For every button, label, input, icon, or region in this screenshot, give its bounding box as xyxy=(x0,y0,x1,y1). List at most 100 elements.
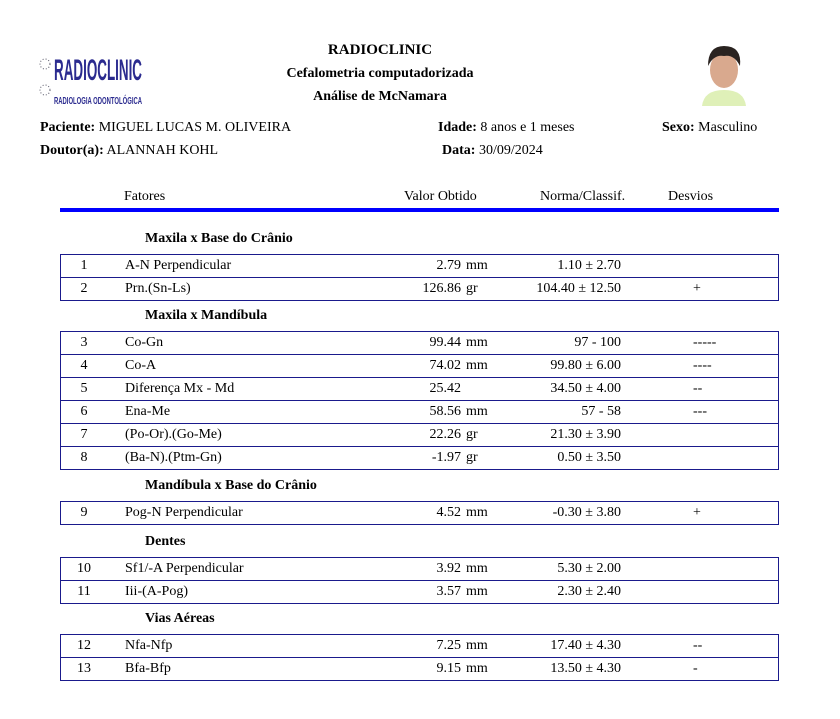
header-divider xyxy=(60,208,779,212)
deviation: --- xyxy=(693,404,707,419)
obtained-value: 3.57 xyxy=(436,584,462,599)
norm-value: 104.40 ± 12.50 xyxy=(536,281,621,296)
norm-value: 97 - 100 xyxy=(574,335,621,350)
value-unit: mm xyxy=(466,258,488,273)
value-unit: gr xyxy=(466,450,478,465)
factor-name: Bfa-Bfp xyxy=(125,661,171,676)
deviation: ----- xyxy=(693,335,717,350)
factor-name: (Po-Or).(Go-Me) xyxy=(125,427,222,442)
deviation: -- xyxy=(693,381,703,396)
deviation: -- xyxy=(693,638,703,653)
value-unit: mm xyxy=(466,661,488,676)
row-number: 12 xyxy=(77,638,91,653)
factor-name: A-N Perpendicular xyxy=(125,258,232,273)
norm-value: 99.80 ± 6.00 xyxy=(550,358,621,373)
section-group: 1 A-N Perpendicular 2.79 mm 1.10 ± 2.70 2 Prn.… xyxy=(60,254,779,301)
row-number: 9 xyxy=(80,505,88,520)
section-title: Dentes xyxy=(145,534,186,549)
row-number: 3 xyxy=(80,335,88,350)
table-row: 1 A-N Perpendicular 2.79 mm 1.10 ± 2.70 xyxy=(61,255,778,277)
report-subtitle: Cefalometria computadorizada xyxy=(286,66,474,81)
svg-text:RADIOLOGIA ODONTOLÓGICA: RADIOLOGIA ODONTOLÓGICA xyxy=(54,94,142,107)
norm-value: 34.50 ± 4.00 xyxy=(550,381,621,396)
row-number: 8 xyxy=(80,450,88,465)
value-unit: mm xyxy=(466,638,488,653)
factor-name: Nfa-Nfp xyxy=(125,638,173,653)
obtained-value: 4.52 xyxy=(436,505,462,520)
table-row: 11 Iii-(A-Pog) 3.57 mm 2.30 ± 2.40 xyxy=(61,580,778,603)
factor-name: Ena-Me xyxy=(125,404,171,419)
table-row: 10 Sf1/-A Perpendicular 3.92 mm 5.30 ± 2.00 xyxy=(61,558,778,580)
section-title: Maxila x Mandíbula xyxy=(145,308,268,323)
row-number: 11 xyxy=(77,584,91,599)
table-row: 7 (Po-Or).(Go-Me) 22.26 gr 21.30 ± 3.90 xyxy=(61,423,778,446)
factor-name: Prn.(Sn-Ls) xyxy=(125,281,191,296)
value-unit: gr xyxy=(466,427,478,442)
obtained-value: 58.56 xyxy=(429,404,462,419)
value-unit: gr xyxy=(466,281,478,296)
norm-value: 1.10 ± 2.70 xyxy=(557,258,621,273)
table-row: 12 Nfa-Nfp 7.25 mm 17.40 ± 4.30 -- xyxy=(61,635,778,657)
section-title: Vias Aéreas xyxy=(145,611,215,626)
deviation: + xyxy=(693,505,701,520)
deviation: + xyxy=(693,281,701,296)
table-row: 9 Pog-N Perpendicular 4.52 mm -0.30 ± 3.80 + xyxy=(61,502,778,524)
obtained-value: -1.97 xyxy=(431,450,461,465)
factor-name: Co-Gn xyxy=(125,335,164,350)
norm-value: 0.50 ± 3.50 xyxy=(557,450,621,465)
col-value: Valor Obtido xyxy=(404,189,477,204)
obtained-value: 74.02 xyxy=(429,358,462,373)
norm-value: 2.30 ± 2.40 xyxy=(557,584,621,599)
table-row: 6 Ena-Me 58.56 mm 57 - 58 --- xyxy=(61,400,778,423)
row-number: 6 xyxy=(80,404,88,419)
norm-value: -0.30 ± 3.80 xyxy=(552,505,621,520)
svg-text:RADIOCLINIC: RADIOCLINIC xyxy=(54,54,142,87)
patient-photo xyxy=(698,40,750,106)
deviation: - xyxy=(693,661,698,676)
report-title: RADIOCLINIC xyxy=(327,42,433,58)
deviation: ---- xyxy=(693,358,712,373)
col-norm: Norma/Classif. xyxy=(540,189,626,204)
obtained-value: 9.15 xyxy=(436,661,462,676)
value-unit: mm xyxy=(466,358,488,373)
value-unit: mm xyxy=(466,584,488,599)
obtained-value: 22.26 xyxy=(429,427,462,442)
row-number: 5 xyxy=(80,381,88,396)
norm-value: 21.30 ± 3.90 xyxy=(550,427,621,442)
obtained-value: 99.44 xyxy=(429,335,462,350)
table-row: 4 Co-A 74.02 mm 99.80 ± 6.00 ---- xyxy=(61,354,778,377)
value-unit: mm xyxy=(466,335,488,350)
obtained-value: 7.25 xyxy=(436,638,462,653)
section-group: 9 Pog-N Perpendicular 4.52 mm -0.30 ± 3.80 + xyxy=(60,501,779,525)
section-group: 10 Sf1/-A Perpendicular 3.92 mm 5.30 ± 2.00 1… xyxy=(60,557,779,604)
norm-value: 57 - 58 xyxy=(581,404,621,419)
value-unit: mm xyxy=(466,404,488,419)
col-factors: Fatores xyxy=(124,189,166,204)
table-row: 8 (Ba-N).(Ptm-Gn) -1.97 gr 0.50 ± 3.50 xyxy=(61,446,778,469)
value-unit: mm xyxy=(466,561,488,576)
obtained-value: 126.86 xyxy=(422,281,462,296)
factor-name: Co-A xyxy=(125,358,157,373)
patient-info: Paciente: MIGUEL LUCAS M. OLIVEIRA xyxy=(40,120,292,135)
section-title: Mandíbula x Base do Crânio xyxy=(145,478,317,493)
row-number: 1 xyxy=(80,258,88,273)
row-number: 10 xyxy=(77,561,91,576)
age-info: Idade: 8 anos e 1 meses xyxy=(438,120,575,135)
factor-name: Pog-N Perpendicular xyxy=(125,505,243,520)
obtained-value: 25.42 xyxy=(429,381,462,396)
analysis-name: Análise de McNamara xyxy=(313,89,447,104)
row-number: 13 xyxy=(77,661,91,676)
table-row: 2 Prn.(Sn-Ls) 126.86 gr 104.40 ± 12.50 + xyxy=(61,277,778,300)
norm-value: 5.30 ± 2.00 xyxy=(557,561,621,576)
value-unit: mm xyxy=(466,505,488,520)
factor-name: (Ba-N).(Ptm-Gn) xyxy=(125,450,222,465)
radioclinic-logo: RADIOCLINIC RADIOLOGIA ODONTOLÓGICA xyxy=(39,54,142,107)
factor-name: Diferença Mx - Md xyxy=(125,381,235,396)
table-row: 13 Bfa-Bfp 9.15 mm 13.50 ± 4.30 - xyxy=(61,657,778,680)
obtained-value: 2.79 xyxy=(436,258,462,273)
row-number: 2 xyxy=(80,281,88,296)
sex-info: Sexo: Masculino xyxy=(662,120,758,135)
section-group: 3 Co-Gn 99.44 mm 97 - 100 ----- 4 Co-A 74.02 mm 99… xyxy=(60,331,779,470)
norm-value: 13.50 ± 4.30 xyxy=(550,661,621,676)
row-number: 4 xyxy=(80,358,88,373)
